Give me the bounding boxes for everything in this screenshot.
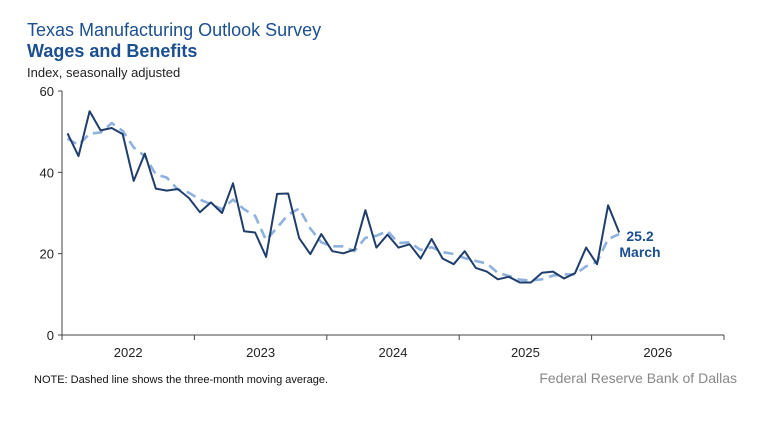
y-tick-label: 20 xyxy=(40,247,54,262)
annotation-value: 25.2 xyxy=(626,228,653,244)
y-axis-label: Index, seasonally adjusted xyxy=(27,65,181,80)
x-tick-label: 2022 xyxy=(114,345,143,360)
y-tick-label: 40 xyxy=(40,165,54,180)
y-tick-label: 0 xyxy=(47,328,54,343)
y-tick-label: 60 xyxy=(40,84,54,99)
chart-note: NOTE: Dashed line shows the three-month … xyxy=(34,374,329,386)
x-tick-label: 2025 xyxy=(511,345,540,360)
chart-title: Texas Manufacturing Outlook Survey xyxy=(27,20,322,40)
x-tick-label: 2023 xyxy=(246,345,275,360)
moving-average-line xyxy=(66,121,620,282)
chart-subtitle: Wages and Benefits xyxy=(27,41,198,61)
x-tick-label: 2024 xyxy=(379,345,408,360)
index-line xyxy=(66,110,621,284)
chart-source: Federal Reserve Bank of Dallas xyxy=(539,370,737,386)
annotation-label: March xyxy=(619,244,660,260)
x-tick-label: 2026 xyxy=(643,345,672,360)
